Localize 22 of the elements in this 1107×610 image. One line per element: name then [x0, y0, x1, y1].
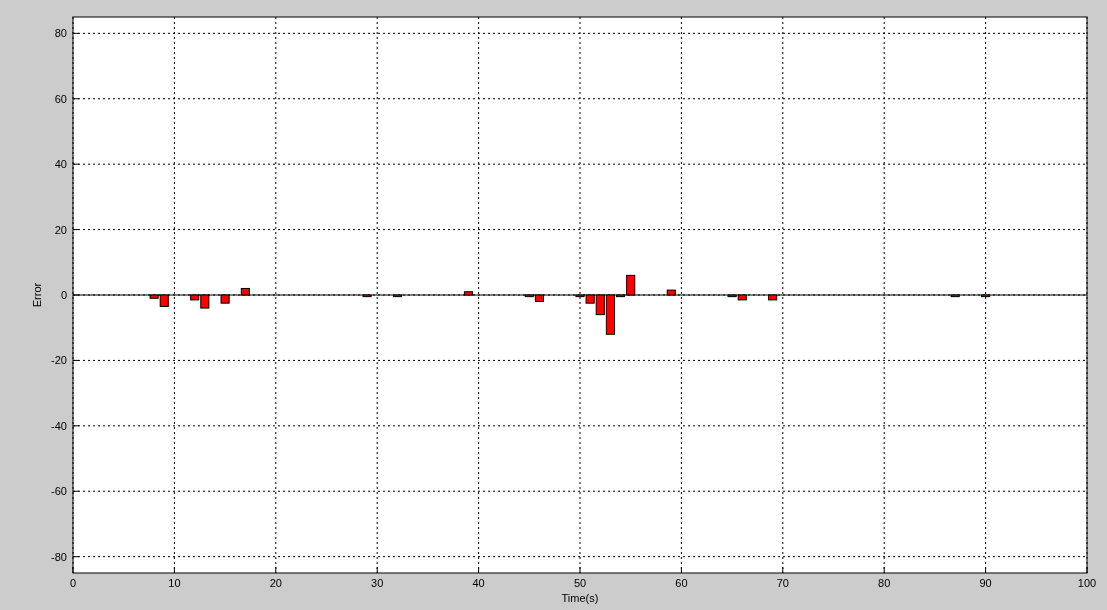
- y-tick-label: 80: [54, 27, 67, 40]
- y-tick-label: 60: [54, 92, 67, 105]
- x-tick-label: 70: [776, 577, 789, 589]
- y-tick-label: -20: [51, 354, 67, 367]
- x-tick-label: 0: [69, 577, 77, 589]
- y-tick-label: -60: [51, 485, 67, 498]
- x-tick-label: 40: [472, 577, 485, 589]
- y-tick-label: 0: [60, 289, 67, 301]
- x-tick-label: 60: [675, 577, 688, 589]
- x-tick-label: 20: [269, 577, 282, 589]
- x-tick-label: 30: [371, 577, 384, 589]
- y-tick-label: 40: [54, 158, 67, 171]
- x-tick-label: 50: [573, 577, 587, 589]
- y-tick-label: -80: [51, 550, 67, 563]
- x-axis-title: Time(s): [561, 592, 599, 604]
- y-tick-label: 20: [54, 223, 67, 236]
- x-tick-label: 90: [979, 577, 992, 589]
- x-tick-label: 100: [1077, 577, 1097, 589]
- y-axis-title: Error: [31, 282, 43, 308]
- y-tick-label: -40: [51, 419, 67, 432]
- x-tick-label: 10: [168, 577, 181, 589]
- x-tick-label: 80: [878, 577, 891, 589]
